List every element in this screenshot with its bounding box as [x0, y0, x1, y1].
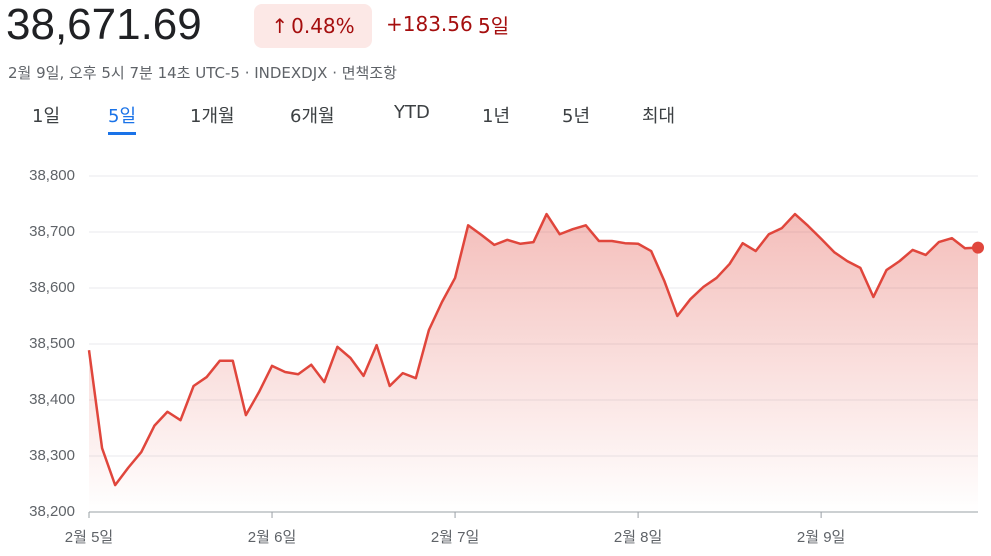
- change-badge: ↑ 0.48%: [254, 4, 372, 48]
- y-tick-label: 38,600: [29, 279, 75, 296]
- line: [87, 212, 979, 487]
- y-tick-label: 38,500: [29, 335, 75, 352]
- tab[interactable]: 5년: [562, 106, 591, 127]
- tab[interactable]: 1개월: [190, 106, 235, 127]
- y-tick-label: 38,200: [29, 503, 75, 520]
- tab[interactable]: 5일: [108, 102, 137, 135]
- area: [89, 214, 978, 512]
- change-percent: 0.48%: [291, 14, 355, 38]
- x-tick-label: 2월 9일: [797, 529, 845, 546]
- price: 38,671.69: [6, 0, 202, 49]
- y-tick-label: 38,700: [29, 223, 75, 240]
- x-tick-label: 2월 7일: [431, 529, 479, 546]
- change: +183.56: [386, 12, 473, 36]
- y-tick-label: 38,400: [29, 391, 75, 408]
- tab[interactable]: 1일: [32, 106, 61, 127]
- chart: 38,200 38,300 38,400 38,500 38,600 38,700 38,8…: [29, 167, 984, 546]
- period: 5일: [478, 14, 510, 38]
- y-tick-label: 38,800: [29, 167, 75, 184]
- y-tick-label: 38,300: [29, 447, 75, 464]
- tab[interactable]: 1년: [482, 106, 511, 127]
- meta: 2월 9일, 오후 5시 7분 14초 UTC-5 · INDEXDJX · 면…: [8, 64, 397, 82]
- up-arrow: ↑: [271, 14, 289, 38]
- tab[interactable]: YTD: [394, 102, 430, 123]
- tab[interactable]: 최대: [642, 106, 676, 127]
- x-tick-label: 2월 8일: [614, 529, 662, 546]
- tab[interactable]: 6개월: [290, 106, 335, 127]
- x-tick-label: 2월 6일: [248, 529, 296, 546]
- x-tick-label: 2월 5일: [65, 529, 113, 546]
- end-dot: [972, 241, 984, 254]
